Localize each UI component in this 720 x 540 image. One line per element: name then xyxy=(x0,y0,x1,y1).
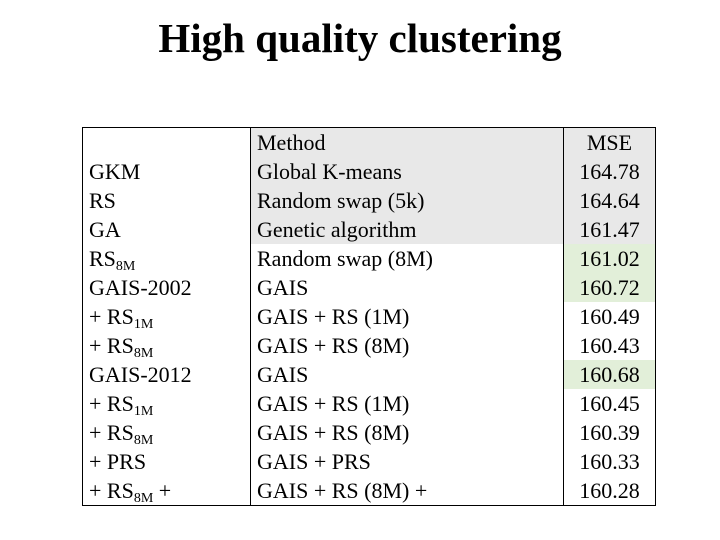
mse-cell: 161.47 xyxy=(563,215,656,244)
method-cell: Global K-means xyxy=(250,157,564,186)
table-row: + RS1M GAIS + RS (1M) 160.45 xyxy=(82,389,656,419)
method-cell: GAIS xyxy=(250,273,564,302)
method-cell: GAIS + RS (1M) xyxy=(250,302,564,331)
abbr-cell: + RS1M xyxy=(82,302,251,332)
abbr-cell: + RS8M xyxy=(82,418,251,448)
table-row: GKM Global K-means 164.78 xyxy=(82,157,656,186)
mse-cell: 160.49 xyxy=(563,302,656,331)
abbr-text: GAIS-2012 xyxy=(89,362,192,387)
table-row: + RS8M + GAIS + RS (8M) +160.28 xyxy=(82,476,656,506)
abbr-cell: GAIS-2002 xyxy=(82,273,251,302)
mse-cell: 160.72 xyxy=(563,273,656,302)
table-row: GAIS-2012 GAIS 160.68 xyxy=(82,360,656,389)
abbr-cell: + PRS xyxy=(82,447,251,476)
method-cell: Genetic algorithm xyxy=(250,215,564,244)
abbr-text: + RS xyxy=(89,420,134,445)
mse-cell: 160.45 xyxy=(563,389,656,418)
method-cell: GAIS + RS (8M) + xyxy=(250,476,564,506)
header-row: Method MSE xyxy=(82,127,656,157)
abbr-suffix: + xyxy=(153,478,172,503)
table-row: RS8M Random swap (8M) 161.02 xyxy=(82,244,656,274)
abbr-text: + RS xyxy=(89,304,134,329)
abbr-subscript: 8M xyxy=(133,346,154,361)
results-table: Method MSE GKM Global K-means 164.78 RS Rand… xyxy=(82,127,656,506)
mse-cell: 160.33 xyxy=(563,447,656,476)
table-row: GA Genetic algorithm 161.47 xyxy=(82,215,656,244)
table-row: + RS8M GAIS + RS (8M) 160.43 xyxy=(82,331,656,361)
header-cell xyxy=(82,127,251,157)
header-cell: Method xyxy=(250,127,564,157)
abbr-text: RS xyxy=(89,246,116,271)
abbr-text: GA xyxy=(89,217,121,242)
abbr-cell: GA xyxy=(82,215,251,244)
abbr-text: GKM xyxy=(89,159,141,184)
mse-cell: 164.64 xyxy=(563,186,656,215)
abbr-subscript: 1M xyxy=(133,404,154,419)
abbr-cell: + RS8M xyxy=(82,331,251,361)
method-cell: GAIS + PRS xyxy=(250,447,564,476)
mse-cell: 164.78 xyxy=(563,157,656,186)
table-row: + RS1M GAIS + RS (1M) 160.49 xyxy=(82,302,656,332)
method-cell: GAIS xyxy=(250,360,564,389)
mse-cell: 160.28 xyxy=(563,476,656,506)
abbr-subscript: 8M xyxy=(133,433,154,448)
abbr-text: GAIS-2002 xyxy=(89,275,192,300)
abbr-text: + PRS xyxy=(89,449,147,474)
table-row: + PRS GAIS + PRS 160.33 xyxy=(82,447,656,476)
mse-cell: 160.68 xyxy=(563,360,656,389)
method-cell: Random swap (5k) xyxy=(250,186,564,215)
abbr-cell: GAIS-2012 xyxy=(82,360,251,389)
abbr-text: + RS xyxy=(89,391,134,416)
mse-cell: 160.39 xyxy=(563,418,656,447)
method-cell: GAIS + RS (8M) xyxy=(250,331,564,360)
mse-cell: 161.02 xyxy=(563,244,656,273)
abbr-cell: + RS8M + xyxy=(82,476,251,506)
method-cell: Random swap (8M) xyxy=(250,244,564,273)
method-cell: GAIS + RS (8M) xyxy=(250,418,564,447)
table-row: GAIS-2002 GAIS 160.72 xyxy=(82,273,656,302)
table-row: RS Random swap (5k) 164.64 xyxy=(82,186,656,215)
abbr-text: RS xyxy=(89,188,116,213)
abbr-subscript: 1M xyxy=(133,317,154,332)
abbr-cell: RS8M xyxy=(82,244,251,274)
table-body: GKM Global K-means 164.78 RS Random swap (5k… xyxy=(82,157,656,506)
mse-cell: 160.43 xyxy=(563,331,656,360)
abbr-text: + RS xyxy=(89,333,134,358)
abbr-text: + RS xyxy=(89,478,134,503)
abbr-cell: GKM xyxy=(82,157,251,186)
header-cell: MSE xyxy=(563,127,656,157)
abbr-cell: + RS1M xyxy=(82,389,251,419)
method-cell: GAIS + RS (1M) xyxy=(250,389,564,418)
abbr-cell: RS xyxy=(82,186,251,215)
table-row: + RS8M GAIS + RS (8M) 160.39 xyxy=(82,418,656,448)
abbr-subscript: 8M xyxy=(133,491,154,506)
abbr-subscript: 8M xyxy=(115,259,136,274)
slide-title: High quality clustering xyxy=(158,15,562,61)
